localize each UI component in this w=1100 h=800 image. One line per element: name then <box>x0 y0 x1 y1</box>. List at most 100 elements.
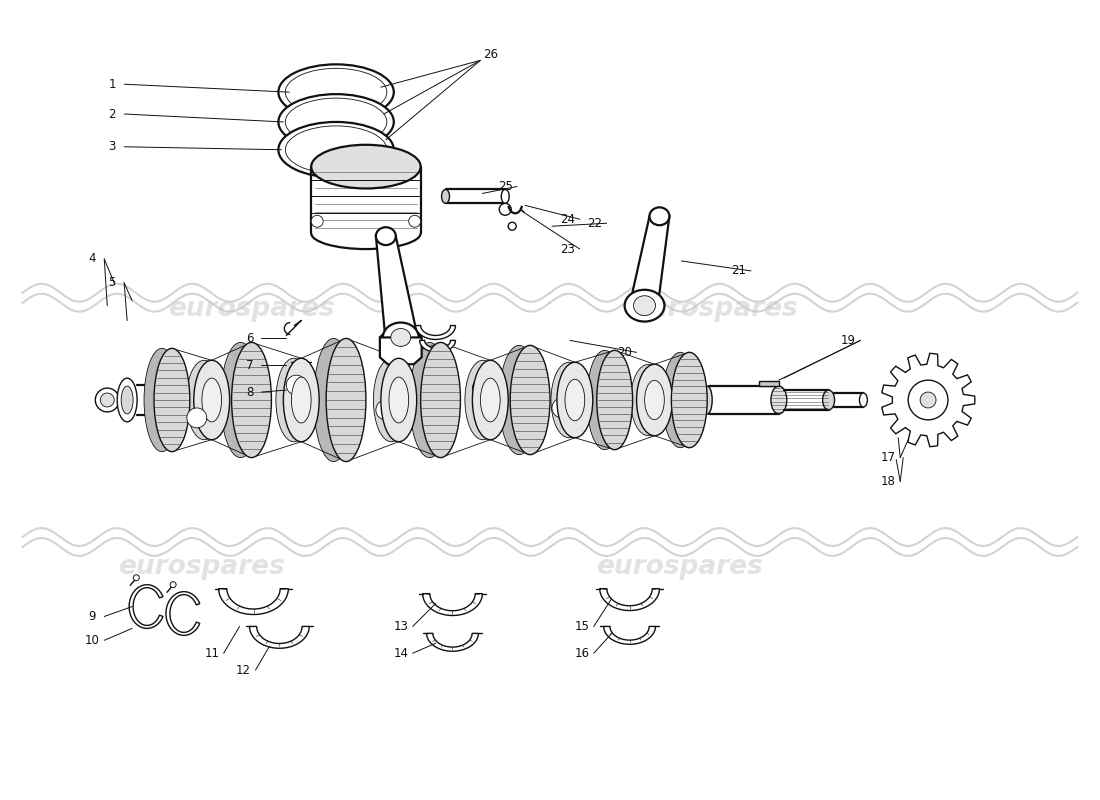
Bar <box>759 381 779 386</box>
Ellipse shape <box>662 352 698 448</box>
Ellipse shape <box>409 342 450 458</box>
Ellipse shape <box>472 378 493 398</box>
Text: 26: 26 <box>483 48 498 61</box>
Polygon shape <box>219 589 288 614</box>
Ellipse shape <box>625 290 664 322</box>
Text: 13: 13 <box>394 620 408 633</box>
Text: 24: 24 <box>560 213 575 226</box>
Ellipse shape <box>383 322 419 352</box>
Ellipse shape <box>649 207 670 226</box>
Ellipse shape <box>118 378 138 422</box>
Ellipse shape <box>285 126 387 174</box>
Text: 1: 1 <box>109 78 116 90</box>
Ellipse shape <box>278 94 394 150</box>
Text: 11: 11 <box>205 646 219 660</box>
Ellipse shape <box>376 227 396 245</box>
Ellipse shape <box>420 342 461 458</box>
Ellipse shape <box>285 68 387 116</box>
Ellipse shape <box>909 380 948 420</box>
Ellipse shape <box>284 358 319 442</box>
Ellipse shape <box>552 398 572 418</box>
Ellipse shape <box>557 362 593 438</box>
Polygon shape <box>420 341 455 352</box>
Text: 23: 23 <box>561 242 575 255</box>
Polygon shape <box>626 216 670 306</box>
Text: 15: 15 <box>574 620 590 633</box>
Ellipse shape <box>409 215 420 227</box>
Ellipse shape <box>508 222 516 230</box>
Ellipse shape <box>278 122 394 178</box>
Text: 4: 4 <box>89 253 96 266</box>
Ellipse shape <box>311 145 420 189</box>
Text: 22: 22 <box>587 217 603 230</box>
Ellipse shape <box>194 360 230 440</box>
Polygon shape <box>427 634 478 651</box>
Ellipse shape <box>186 360 222 440</box>
Ellipse shape <box>221 342 261 458</box>
Ellipse shape <box>630 364 667 436</box>
Ellipse shape <box>278 64 394 120</box>
Text: 18: 18 <box>881 475 895 488</box>
Polygon shape <box>250 626 309 648</box>
Ellipse shape <box>381 358 417 442</box>
Text: 6: 6 <box>245 332 253 345</box>
Polygon shape <box>376 236 421 338</box>
Ellipse shape <box>499 346 539 454</box>
Text: 16: 16 <box>574 646 590 660</box>
Text: 17: 17 <box>881 451 895 464</box>
Ellipse shape <box>859 393 868 407</box>
Polygon shape <box>604 626 656 644</box>
Ellipse shape <box>144 348 180 452</box>
Ellipse shape <box>441 190 450 203</box>
Ellipse shape <box>499 203 512 215</box>
Text: 21: 21 <box>732 265 747 278</box>
Ellipse shape <box>823 390 835 410</box>
Ellipse shape <box>187 408 207 428</box>
Polygon shape <box>422 594 482 615</box>
Text: 7: 7 <box>245 358 253 372</box>
Ellipse shape <box>133 574 140 581</box>
Ellipse shape <box>389 377 408 423</box>
Ellipse shape <box>376 400 396 420</box>
Text: eurospares: eurospares <box>119 554 285 580</box>
Ellipse shape <box>390 329 410 346</box>
Ellipse shape <box>481 378 500 422</box>
Text: eurospares: eurospares <box>168 296 334 322</box>
Ellipse shape <box>311 215 323 227</box>
Ellipse shape <box>510 346 550 454</box>
Text: 9: 9 <box>89 610 96 623</box>
Ellipse shape <box>292 386 307 394</box>
Ellipse shape <box>100 393 114 407</box>
Ellipse shape <box>314 338 353 462</box>
Text: 8: 8 <box>245 386 253 398</box>
Ellipse shape <box>551 362 586 438</box>
Ellipse shape <box>294 359 309 371</box>
Ellipse shape <box>285 98 387 146</box>
Ellipse shape <box>286 375 306 395</box>
Ellipse shape <box>121 386 133 414</box>
Ellipse shape <box>920 392 936 408</box>
Polygon shape <box>166 592 200 635</box>
Text: eurospares: eurospares <box>596 554 762 580</box>
Polygon shape <box>379 338 421 364</box>
Ellipse shape <box>671 352 707 448</box>
Polygon shape <box>882 354 975 446</box>
Ellipse shape <box>702 386 712 414</box>
Ellipse shape <box>154 348 190 452</box>
Text: 12: 12 <box>236 664 251 677</box>
Polygon shape <box>416 326 455 339</box>
Ellipse shape <box>597 350 632 450</box>
Ellipse shape <box>295 388 304 392</box>
Text: 10: 10 <box>85 634 100 647</box>
Text: 2: 2 <box>109 107 116 121</box>
Ellipse shape <box>96 388 119 412</box>
Ellipse shape <box>586 350 623 450</box>
Text: 14: 14 <box>394 646 408 660</box>
Ellipse shape <box>202 378 221 422</box>
Ellipse shape <box>170 582 176 588</box>
Ellipse shape <box>373 358 409 442</box>
Text: 5: 5 <box>109 276 116 290</box>
Text: 20: 20 <box>617 346 632 359</box>
Ellipse shape <box>276 358 311 442</box>
Ellipse shape <box>634 296 656 315</box>
